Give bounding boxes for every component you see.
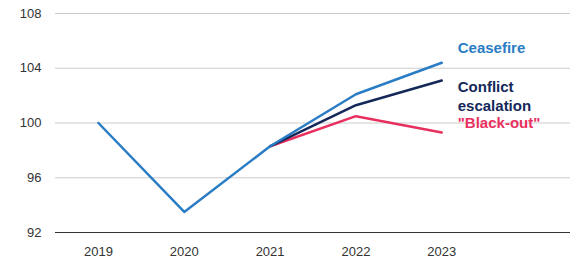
svg-text:108: 108 bbox=[20, 6, 42, 21]
svg-text:2023: 2023 bbox=[427, 244, 456, 259]
svg-text:92: 92 bbox=[27, 225, 41, 240]
svg-text:2020: 2020 bbox=[170, 244, 199, 259]
svg-text:Ceasefire: Ceasefire bbox=[458, 39, 526, 56]
svg-text:2021: 2021 bbox=[256, 244, 285, 259]
svg-text:100: 100 bbox=[20, 115, 42, 130]
svg-text:Conflictescalation: Conflictescalation bbox=[458, 78, 531, 114]
svg-text:2019: 2019 bbox=[84, 244, 113, 259]
svg-text:104: 104 bbox=[20, 60, 42, 75]
svg-text:"Black-out": "Black-out" bbox=[458, 114, 541, 131]
svg-text:2022: 2022 bbox=[341, 244, 370, 259]
svg-text:96: 96 bbox=[27, 170, 41, 185]
